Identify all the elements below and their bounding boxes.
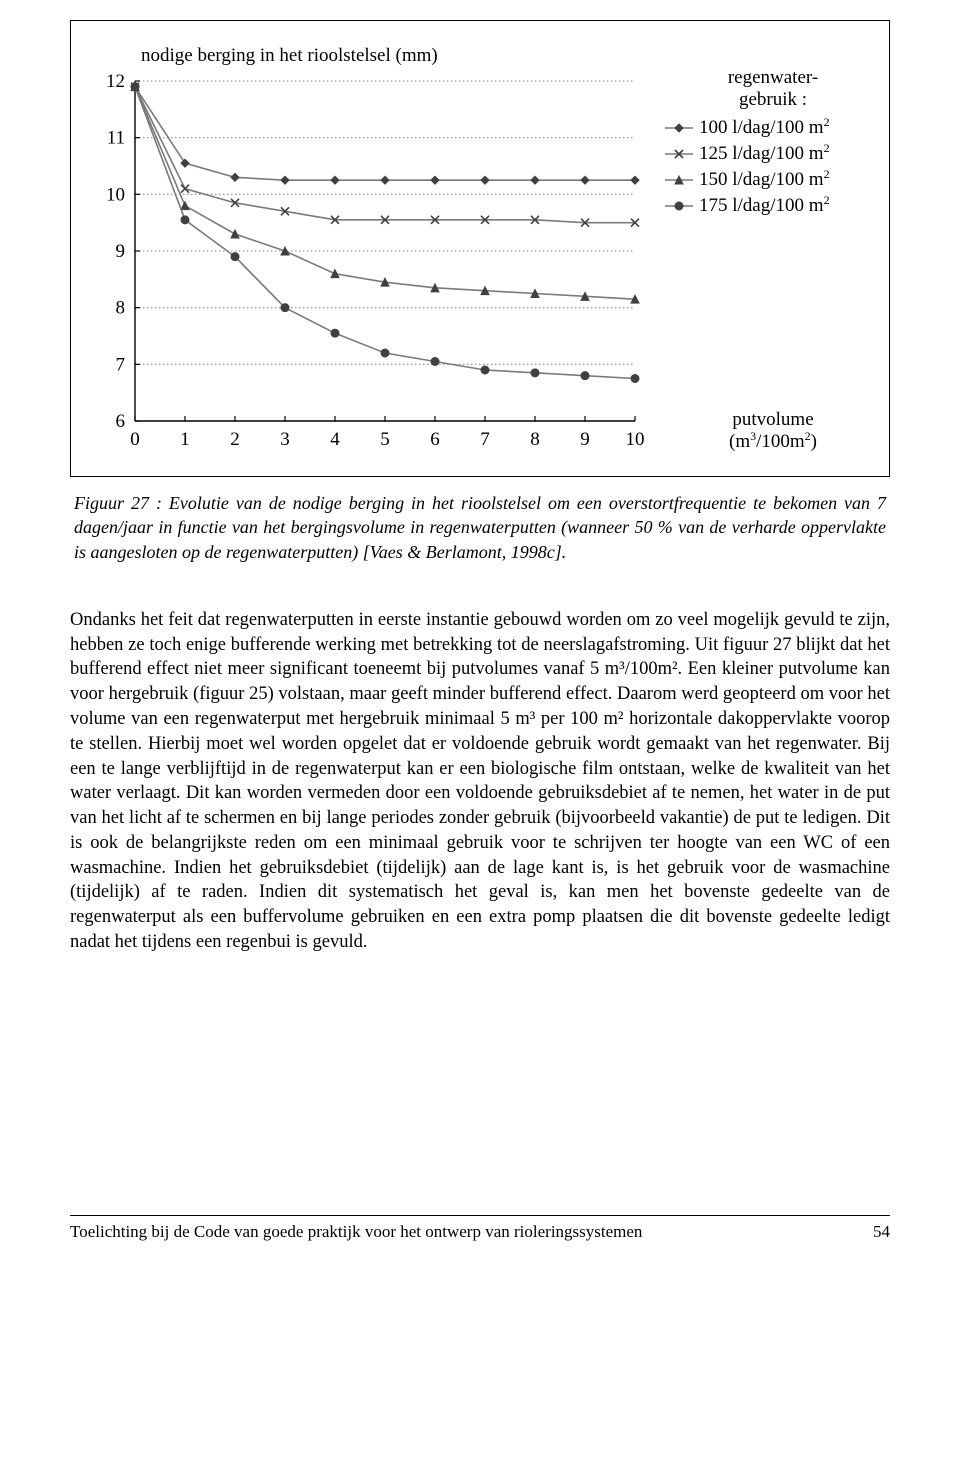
svg-text:0: 0 [130, 429, 140, 450]
svg-text:putvolume: putvolume [732, 409, 813, 430]
svg-text:150 l/dag/100 m2: 150 l/dag/100 m2 [699, 167, 830, 190]
chart-container: nodige berging in het rioolstelsel (mm) 6… [70, 20, 890, 477]
svg-text:2: 2 [230, 429, 240, 450]
svg-text:11: 11 [107, 128, 125, 149]
svg-text:1: 1 [180, 429, 190, 450]
svg-text:8: 8 [530, 429, 540, 450]
svg-text:3: 3 [280, 429, 290, 450]
svg-text:regenwater-: regenwater- [728, 67, 818, 88]
svg-text:4: 4 [330, 429, 340, 450]
paragraph: Ondanks het feit dat regenwaterputten in… [70, 608, 890, 955]
caption-prefix: Figuur 27 : [74, 493, 169, 513]
svg-text:125 l/dag/100 m2: 125 l/dag/100 m2 [699, 141, 830, 164]
footer: Toelichting bij de Code van goede prakti… [70, 1222, 890, 1242]
svg-text:100 l/dag/100 m2: 100 l/dag/100 m2 [699, 115, 830, 138]
page: nodige berging in het rioolstelsel (mm) 6… [0, 0, 960, 1282]
svg-text:10: 10 [626, 429, 645, 450]
svg-text:8: 8 [116, 298, 126, 319]
svg-text:7: 7 [480, 429, 490, 450]
svg-text:5: 5 [380, 429, 390, 450]
figure-caption: Figuur 27 : Evolutie van de nodige bergi… [74, 491, 886, 564]
svg-text:10: 10 [106, 184, 125, 205]
caption-text: Evolutie van de nodige berging in het ri… [74, 493, 886, 562]
footer-left: Toelichting bij de Code van goede prakti… [70, 1222, 642, 1242]
footer-page-number: 54 [873, 1222, 890, 1242]
svg-text:6: 6 [116, 411, 126, 432]
svg-text:gebruik :: gebruik : [739, 89, 807, 110]
chart-svg: nodige berging in het rioolstelsel (mm) 6… [83, 39, 879, 457]
footer-rule [70, 1215, 890, 1216]
chart: nodige berging in het rioolstelsel (mm) 6… [83, 39, 877, 462]
svg-text:12: 12 [106, 71, 125, 92]
svg-text:9: 9 [116, 241, 126, 262]
svg-text:6: 6 [430, 429, 440, 450]
svg-text:9: 9 [580, 429, 590, 450]
svg-text:(m3/100m2): (m3/100m2) [729, 429, 817, 452]
svg-text:nodige berging in het rioolste: nodige berging in het rioolstelsel (mm) [141, 45, 438, 66]
svg-text:175 l/dag/100 m2: 175 l/dag/100 m2 [699, 193, 830, 216]
svg-text:7: 7 [116, 354, 126, 375]
